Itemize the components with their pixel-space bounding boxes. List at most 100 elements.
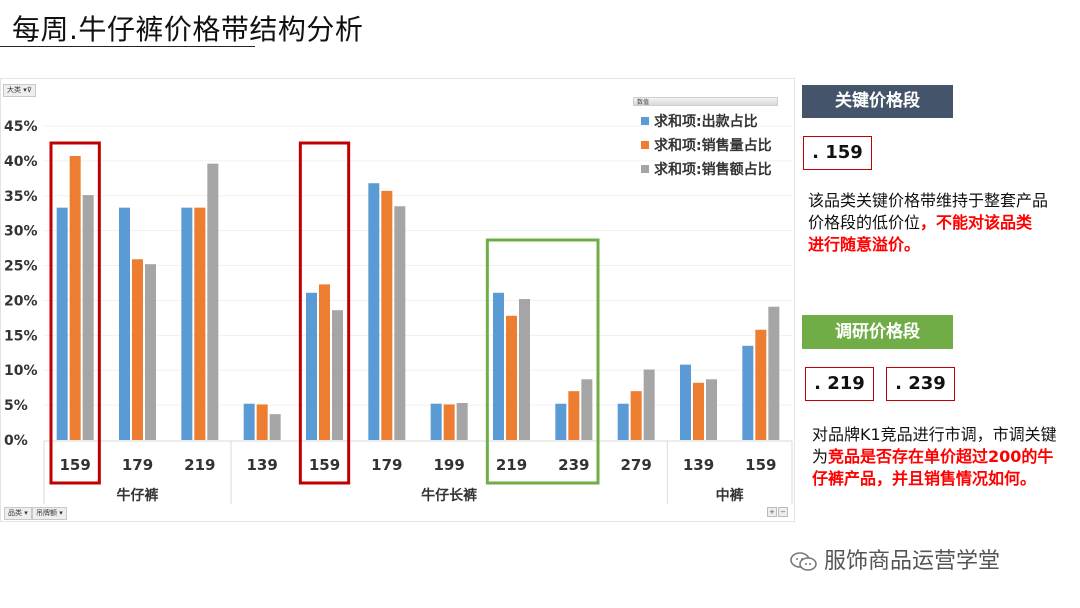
bar	[256, 404, 268, 440]
watermark: 服饰商品运营学堂	[790, 543, 1000, 575]
legend-title: 数值	[633, 97, 778, 106]
red-highlight-box	[298, 141, 351, 485]
bar	[706, 379, 717, 440]
y-tick-label: 20%	[4, 293, 38, 309]
category-filter-button[interactable]: 大类 ▾⊽	[3, 84, 36, 97]
x-tick-label: 179	[122, 456, 153, 474]
filter-label: 吊牌额	[36, 509, 57, 517]
bar	[755, 329, 767, 440]
x-tick-label: 199	[434, 456, 465, 474]
group-label: 牛仔裤	[117, 487, 159, 504]
bar	[430, 403, 442, 440]
key-price-header: 关键价格段	[802, 85, 953, 118]
bar	[456, 403, 468, 440]
x-tick-label: 239	[558, 456, 589, 474]
dropdown-arrow-icon: ▾	[22, 509, 28, 517]
y-tick-label: 15%	[4, 328, 38, 344]
legend-item-series-2: 求和项:销售量占比	[641, 135, 772, 155]
bar	[194, 207, 206, 440]
bar	[394, 206, 406, 440]
bar	[319, 284, 330, 440]
bar	[506, 315, 517, 440]
legend-label: 求和项:销售量占比	[654, 138, 772, 154]
group-label: 牛仔长裤	[421, 487, 477, 504]
expand-field-button[interactable]: +	[767, 507, 777, 517]
x-tick-label: 139	[247, 456, 278, 474]
bar	[132, 259, 143, 440]
product-category-filter-button[interactable]: 品类 ▾	[4, 507, 32, 520]
research-desc-text: 对品牌K1竞品进行市调，市调关键为	[812, 425, 1057, 466]
dropdown-arrow-icon: ▾	[57, 509, 63, 517]
filter-label: 品类	[8, 509, 22, 517]
y-tick-label: 0%	[4, 433, 28, 449]
bar	[145, 264, 156, 440]
x-tick-label: 219	[496, 456, 527, 474]
x-tick-label: 159	[60, 456, 91, 474]
title-underline	[0, 46, 255, 47]
x-tick-label: 279	[621, 456, 652, 474]
filter-label: 大类	[7, 86, 21, 94]
y-tick-label: 40%	[4, 154, 38, 170]
bar	[568, 391, 580, 440]
bar	[69, 156, 81, 440]
bar	[581, 379, 593, 440]
legend-swatch-gray	[641, 165, 649, 173]
legend-label: 求和项:销售额占比	[654, 162, 772, 178]
research-price-box-239: . 239	[886, 367, 955, 401]
watermark-text: 服饰商品运营学堂	[824, 549, 1001, 574]
y-tick-label: 25%	[4, 259, 38, 275]
bar	[693, 382, 704, 440]
x-tick-label: 159	[309, 456, 340, 474]
red-highlight-box	[49, 141, 101, 485]
x-tick-label: 219	[184, 456, 215, 474]
bar	[493, 292, 504, 440]
bar	[269, 414, 281, 440]
wechat-icon	[790, 551, 818, 573]
bar	[443, 404, 455, 440]
collapse-field-button[interactable]: −	[778, 507, 788, 517]
key-desc-text: 该品类关键价格带维持于整套产品价格段的低价位	[808, 191, 1049, 232]
group-label: 中裤	[716, 487, 744, 504]
research-price-box-219: . 219	[805, 367, 874, 401]
green-highlight-box	[485, 238, 600, 485]
bar	[768, 306, 780, 440]
legend-swatch-orange	[641, 141, 649, 149]
bar	[119, 207, 130, 440]
bar	[306, 292, 317, 440]
research-price-header: 调研价格段	[802, 315, 953, 349]
legend-swatch-blue	[641, 117, 649, 125]
x-tick-label: 179	[371, 456, 402, 474]
y-tick-label: 30%	[4, 224, 38, 240]
bar	[243, 403, 255, 440]
bar	[680, 364, 691, 440]
y-tick-label: 35%	[4, 189, 38, 205]
x-tick-label: 159	[745, 456, 776, 474]
bar	[555, 403, 567, 440]
legend-item-series-3: 求和项:销售额占比	[641, 159, 772, 179]
research-desc-emphasis: 竞品是否存在单价超过200的牛仔裤产品，并且销售情况如何。	[812, 447, 1054, 488]
bar	[519, 299, 530, 440]
key-price-description: 该品类关键价格带维持于整套产品价格段的低价位，不能对该品类进行随意溢价。	[808, 190, 1048, 256]
tag-amount-filter-button[interactable]: 吊牌额 ▾	[32, 507, 67, 520]
bar	[82, 195, 94, 440]
x-tick-label: 139	[683, 456, 714, 474]
legend-label: 求和项:出款占比	[654, 114, 758, 130]
bar	[381, 190, 393, 440]
y-tick-label: 5%	[4, 398, 28, 414]
key-price-box: . 159	[803, 136, 872, 170]
bar	[368, 183, 380, 440]
bar	[207, 163, 219, 440]
bar	[332, 310, 343, 440]
research-price-description: 对品牌K1竞品进行市调，市调关键为竞品是否存在单价超过200的牛仔裤产品，并且销…	[812, 424, 1062, 490]
y-tick-label: 45%	[4, 119, 38, 135]
legend-item-series-1: 求和项:出款占比	[641, 111, 758, 131]
page-title: 每周.牛仔裤价格带结构分析	[12, 13, 364, 46]
bar	[643, 369, 655, 440]
filter-funnel-icon: ▾⊽	[23, 86, 32, 94]
bar	[617, 403, 629, 440]
bar	[742, 345, 754, 440]
bar	[56, 207, 68, 440]
y-tick-label: 10%	[4, 363, 38, 379]
bar	[630, 391, 642, 440]
key-desc-emphasis: ，不能对该品类进行随意溢价。	[808, 213, 1033, 254]
